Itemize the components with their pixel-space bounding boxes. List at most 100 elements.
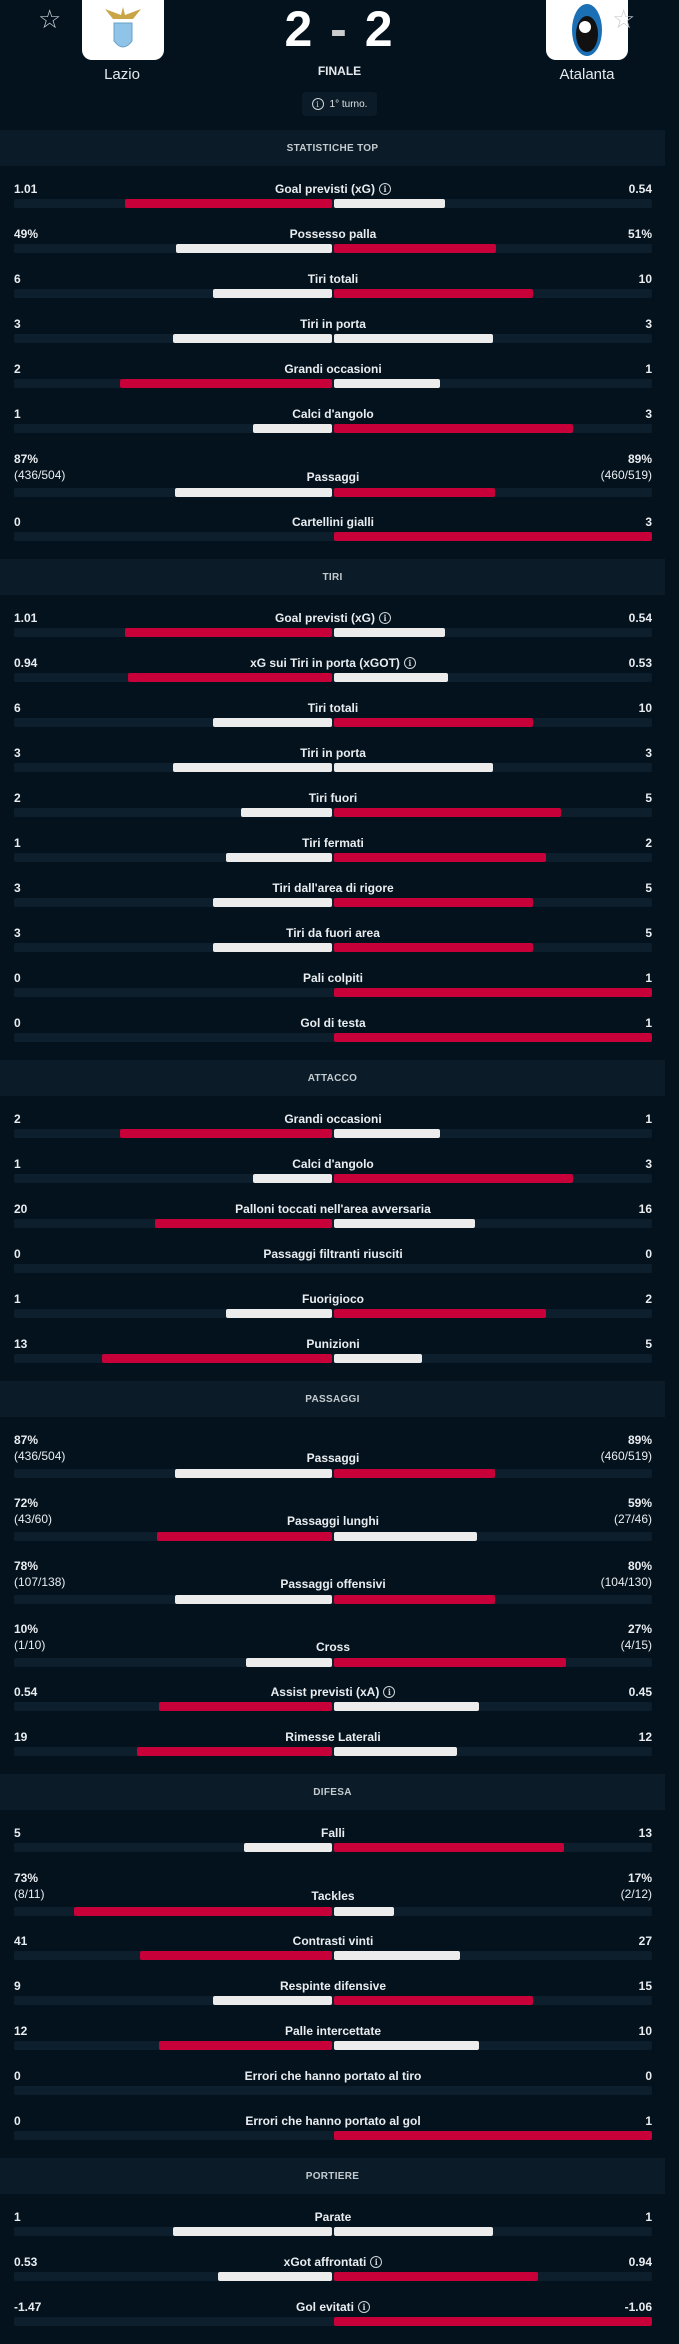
stat-row: 78% (107/138) Passaggi offensivi 80% (104/13… <box>14 1558 652 1621</box>
stat-row: 2 Grandi occasioni 1 <box>14 1111 652 1156</box>
info-icon[interactable]: i <box>403 657 416 669</box>
home-bar-area <box>14 2272 332 2281</box>
stat-bar-track <box>14 289 652 298</box>
home-bar-area <box>14 1264 332 1273</box>
away-bar <box>334 244 497 253</box>
stat-row: 1 Fuorigioco 2 <box>14 1291 652 1336</box>
away-value: 10 <box>638 701 652 715</box>
away-value-detail: (460/519) <box>600 1449 652 1463</box>
stat-label: Grandi occasioni <box>14 361 652 377</box>
stat-label: Tiri dall'area di rigore <box>14 880 652 896</box>
away-bar <box>334 1907 395 1916</box>
stat-label-text: Tiri fermati <box>302 836 364 850</box>
away-bar-area <box>334 943 652 952</box>
home-value: 0 <box>14 515 21 529</box>
stat-label-text: Gol di testa <box>300 1016 366 1030</box>
stat-row: 3 Tiri in porta 3 <box>14 316 652 361</box>
away-value: 5 <box>645 791 652 805</box>
away-value: -1.06 <box>624 2300 652 2314</box>
home-bar-area <box>14 1907 332 1916</box>
home-bar-area <box>14 1595 332 1604</box>
stat-label-text: Goal previsti (xG) <box>274 611 376 625</box>
stat-bar-track <box>14 1996 652 2005</box>
home-bar <box>174 1595 332 1604</box>
stat-label-text: Pali colpiti <box>302 971 363 985</box>
away-bar <box>334 1702 479 1711</box>
stat-row: 6 Tiri totali 10 <box>14 271 652 316</box>
stat-label-text: Tackles <box>311 1889 355 1903</box>
home-value: 2 <box>14 791 21 805</box>
stat-bar-track <box>14 2227 652 2236</box>
home-bar-area <box>14 2131 332 2140</box>
away-team-name[interactable]: Atalanta <box>559 66 615 83</box>
stat-label-text: Tiri fuori <box>308 791 358 805</box>
away-bar-area <box>334 289 652 298</box>
home-value: 1 <box>14 407 21 421</box>
stat-row: 19 Rimesse Laterali 12 <box>14 1729 652 1774</box>
home-bar-area <box>14 763 332 772</box>
home-bar <box>212 718 332 727</box>
stat-row: 0 Pali colpiti 1 <box>14 970 652 1015</box>
stat-label: Tiri totali <box>14 700 652 716</box>
stat-row: 1 Calci d'angolo 3 <box>14 1156 652 1201</box>
stat-row: 3 Tiri dall'area di rigore 5 <box>14 880 652 925</box>
away-bar-area <box>334 763 652 772</box>
favorite-star-icon-home[interactable]: ☆ <box>38 4 62 34</box>
info-icon[interactable]: i <box>370 2256 383 2268</box>
away-bar-area <box>334 199 652 208</box>
home-bar <box>119 379 332 388</box>
score-separator: - <box>330 1 349 57</box>
away-score: 2 <box>364 1 395 57</box>
away-bar-area <box>334 488 652 497</box>
away-value-detail: (2/12) <box>620 1887 652 1901</box>
info-icon[interactable]: i <box>358 2301 370 2313</box>
away-value-detail: (4/15) <box>620 1638 652 1652</box>
stat-row: 73% (8/11) Tackles 17% (2/12) <box>14 1870 652 1933</box>
home-value: 6 <box>14 701 21 715</box>
stat-bar-track <box>14 488 652 497</box>
home-value-detail: (1/10) <box>14 1638 46 1652</box>
favorite-star-icon-away[interactable]: ☆ <box>612 4 636 34</box>
stat-row: 6 Tiri totali 10 <box>14 700 652 745</box>
away-bar-area <box>334 1174 652 1183</box>
home-bar-area <box>14 1532 332 1541</box>
home-bar <box>212 943 332 952</box>
stat-bar-track <box>14 1264 652 1273</box>
home-bar-area <box>14 532 332 541</box>
info-icon[interactable]: i <box>383 1686 396 1698</box>
stat-bar-track <box>14 763 652 772</box>
home-team-name[interactable]: Lazio <box>104 66 140 83</box>
away-value: 0.94 <box>628 2255 652 2269</box>
home-bar-area <box>14 1129 332 1138</box>
away-value: 16 <box>638 1202 652 1216</box>
atalanta-logo[interactable] <box>546 0 628 60</box>
stat-label-text: Tiri totali <box>307 701 359 715</box>
stat-label: Cartellini gialli <box>14 514 652 530</box>
home-value-detail: (107/138) <box>14 1575 66 1589</box>
away-bar-area <box>334 1702 652 1711</box>
away-bar <box>334 718 533 727</box>
stat-label: Tiri fermati <box>14 835 652 851</box>
away-bar <box>334 2041 479 2050</box>
section-header: STATISTICHE TOP <box>0 130 665 166</box>
info-icon[interactable]: i <box>379 612 392 624</box>
away-value: 2 <box>645 836 652 850</box>
home-value: 0 <box>14 971 21 985</box>
stat-row: 72% (43/60) Passaggi lunghi 59% (27/46) <box>14 1495 652 1558</box>
home-bar <box>128 673 332 682</box>
stat-bar-track <box>14 898 652 907</box>
home-bar-area <box>14 2041 332 2050</box>
stat-bar-track <box>14 532 652 541</box>
home-bar <box>252 424 332 433</box>
stat-bar-track <box>14 1129 652 1138</box>
home-bar <box>125 628 332 637</box>
lazio-logo[interactable] <box>82 0 164 60</box>
home-bar-area <box>14 1309 332 1318</box>
home-value-value: 10% <box>14 1622 39 1636</box>
stat-row: 3 Tiri in porta 3 <box>14 745 652 790</box>
stat-label: Errori che hanno portato al gol <box>14 2113 652 2129</box>
home-bar-area <box>14 2086 332 2095</box>
stat-label: Falli <box>14 1825 652 1841</box>
home-bar <box>137 1747 332 1756</box>
info-icon[interactable]: i <box>379 183 392 195</box>
